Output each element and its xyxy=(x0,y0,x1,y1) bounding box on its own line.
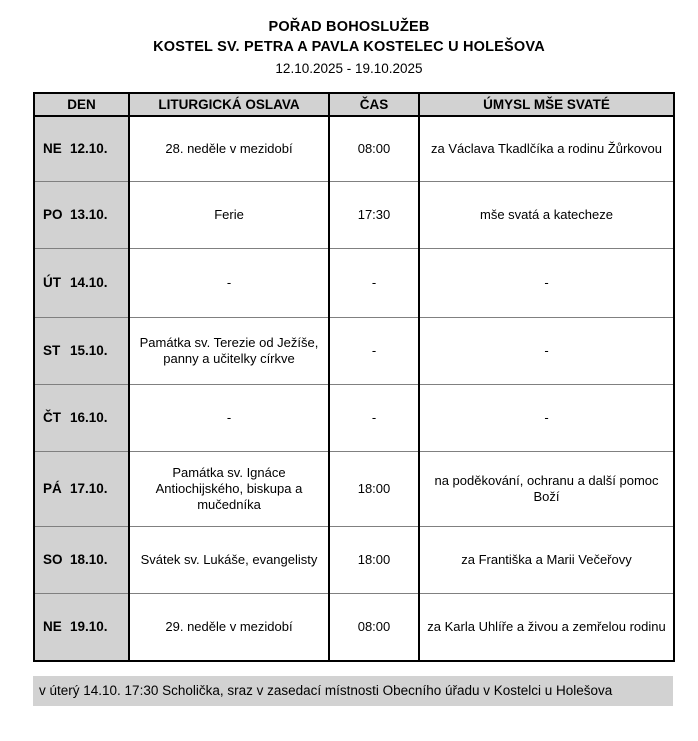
cell-day: PÁ 17.10. xyxy=(34,451,130,527)
table-row: PÁ 17.10. Památka sv. Ignáce Antiochijské… xyxy=(34,451,674,527)
cell-intention: - xyxy=(419,317,674,385)
footnote-note: v úterý 14.10. 17:30 Scholička, sraz v z… xyxy=(33,676,673,706)
day-date: 15.10. xyxy=(70,343,108,358)
day-date: 17.10. xyxy=(70,481,108,496)
day-name: ČT xyxy=(43,410,61,425)
table-row: NE 19.10. 29. neděle v mezidobí 08:00 za … xyxy=(34,593,674,661)
table-row: ČT 16.10. - - - xyxy=(34,384,674,452)
cell-celebration: Ferie xyxy=(129,181,330,249)
table-row: ÚT 14.10. - - - xyxy=(34,248,674,318)
cell-celebration: Památka sv. Ignáce Antiochijského, bisku… xyxy=(129,451,330,527)
column-header-umysl-mse-svate: ÚMYSL MŠE SVATÉ xyxy=(419,93,674,117)
day-name: SO xyxy=(43,552,63,567)
table-header-row: DEN LITURGICKÁ OSLAVA ČAS ÚMYSL MŠE SVAT… xyxy=(34,93,674,117)
table-row: ST 15.10. Památka sv. Terezie od Ježíše, … xyxy=(34,317,674,385)
cell-celebration: - xyxy=(129,384,330,452)
cell-time: 17:30 xyxy=(329,181,420,249)
cell-celebration: 29. neděle v mezidobí xyxy=(129,593,330,661)
schedule-table-container: DEN LITURGICKÁ OSLAVA ČAS ÚMYSL MŠE SVAT… xyxy=(33,92,675,662)
table-row: NE 12.10. 28. neděle v mezidobí 08:00 za … xyxy=(34,116,674,182)
cell-day: NE 19.10. xyxy=(34,593,130,661)
day-name: PÁ xyxy=(43,481,62,496)
cell-celebration: Svátek sv. Lukáše, evangelisty xyxy=(129,526,330,594)
cell-intention: mše svatá a katecheze xyxy=(419,181,674,249)
cell-day: PO 13.10. xyxy=(34,181,130,249)
day-date: 18.10. xyxy=(70,552,108,567)
day-name: ÚT xyxy=(43,275,61,290)
day-date: 12.10. xyxy=(70,141,108,156)
cell-intention: - xyxy=(419,248,674,318)
column-header-liturgicka-oslava: LITURGICKÁ OSLAVA xyxy=(129,93,330,117)
day-date: 16.10. xyxy=(70,410,108,425)
cell-time: - xyxy=(329,317,420,385)
cell-celebration: Památka sv. Terezie od Ježíše, panny a u… xyxy=(129,317,330,385)
day-date: 14.10. xyxy=(70,275,108,290)
table-row: SO 18.10. Svátek sv. Lukáše, evangelisty … xyxy=(34,526,674,594)
page-title: POŘAD BOHOSLUŽEB xyxy=(268,19,430,35)
cell-day: NE 12.10. xyxy=(34,116,130,182)
cell-time: - xyxy=(329,384,420,452)
day-name: PO xyxy=(43,207,63,222)
cell-intention: za Františka a Marii Večeřovy xyxy=(419,526,674,594)
cell-intention: - xyxy=(419,384,674,452)
cell-time: 08:00 xyxy=(329,116,420,182)
day-date: 13.10. xyxy=(70,207,108,222)
cell-day: ČT 16.10. xyxy=(34,384,130,452)
cell-time: 18:00 xyxy=(329,526,420,594)
column-header-den: DEN xyxy=(34,93,130,117)
cell-time: - xyxy=(329,248,420,318)
cell-day: SO 18.10. xyxy=(34,526,130,594)
date-range: 12.10.2025 - 19.10.2025 xyxy=(275,61,423,76)
column-header-cas: ČAS xyxy=(329,93,420,117)
cell-intention: na poděkování, ochranu a další pomoc Bož… xyxy=(419,451,674,527)
page-header: POŘAD BOHOSLUŽEB KOSTEL SV. PETRA A PAVL… xyxy=(0,0,698,79)
schedule-table: DEN LITURGICKÁ OSLAVA ČAS ÚMYSL MŠE SVAT… xyxy=(33,92,675,662)
cell-time: 18:00 xyxy=(329,451,420,527)
day-name: NE xyxy=(43,141,62,156)
page-subtitle: KOSTEL SV. PETRA A PAVLA KOSTELEC U HOLE… xyxy=(153,39,545,55)
cell-intention: za Václava Tkadlčíka a rodinu Žůrkovou xyxy=(419,116,674,182)
cell-day: ÚT 14.10. xyxy=(34,248,130,318)
cell-celebration: 28. neděle v mezidobí xyxy=(129,116,330,182)
cell-day: ST 15.10. xyxy=(34,317,130,385)
table-row: PO 13.10. Ferie 17:30 mše svatá a kateche… xyxy=(34,181,674,249)
cell-time: 08:00 xyxy=(329,593,420,661)
cell-intention: za Karla Uhlíře a živou a zemřelou rodin… xyxy=(427,619,666,634)
day-date: 19.10. xyxy=(70,619,108,634)
day-name: ST xyxy=(43,343,61,358)
cell-celebration: - xyxy=(129,248,330,318)
day-name: NE xyxy=(43,619,62,634)
